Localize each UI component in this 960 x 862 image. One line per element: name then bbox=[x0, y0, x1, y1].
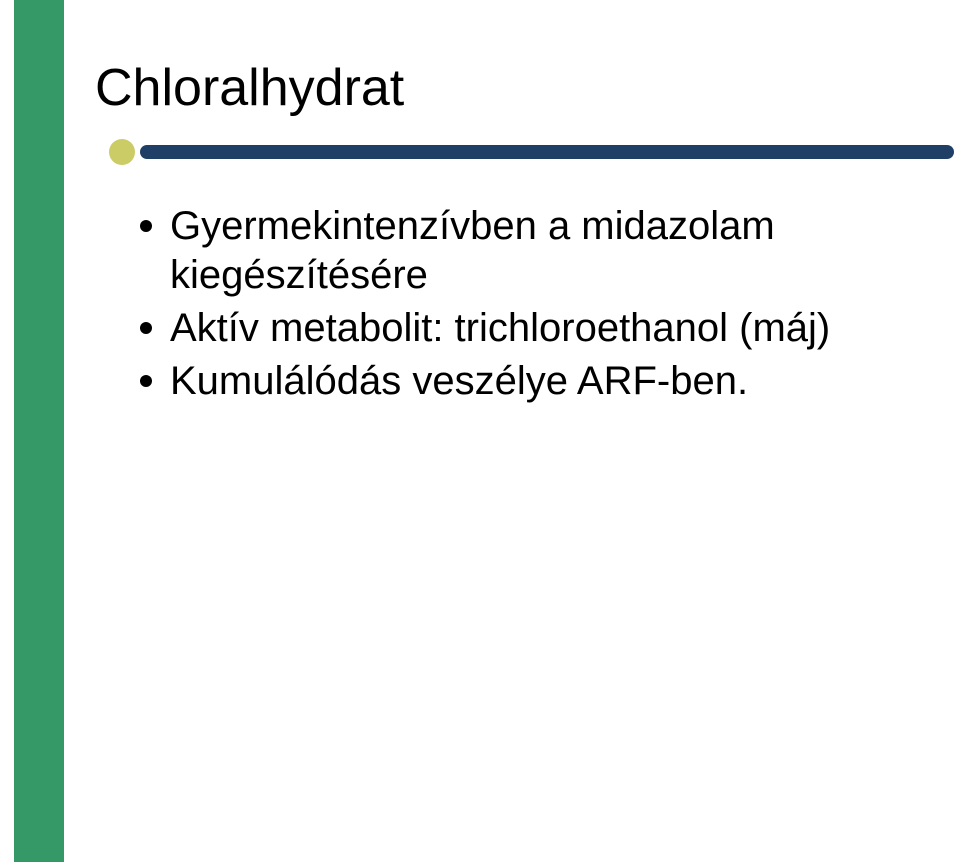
title-underline bbox=[0, 139, 960, 165]
bullet-marker-icon bbox=[140, 375, 152, 387]
bullet-text: Kumulálódás veszélye ARF-ben. bbox=[170, 357, 748, 406]
bullet-text: Aktív metabolit: trichloroethanol (máj) bbox=[170, 304, 830, 353]
bullet-item: Kumulálódás veszélye ARF-ben. bbox=[140, 357, 900, 406]
bullet-item: Gyermekintenzívben a midazolam kiegészít… bbox=[140, 202, 900, 300]
bullet-item: Aktív metabolit: trichloroethanol (máj) bbox=[140, 304, 900, 353]
slide-title: Chloralhydrat bbox=[95, 58, 404, 118]
bullet-text: Gyermekintenzívben a midazolam kiegészít… bbox=[170, 202, 900, 300]
slide: Chloralhydrat Gyermekintenzívben a midaz… bbox=[0, 0, 960, 862]
bullet-marker-icon bbox=[140, 322, 152, 334]
left-accent-stripe bbox=[14, 0, 64, 862]
underline-bar bbox=[140, 145, 954, 159]
bullet-marker-icon bbox=[140, 220, 152, 232]
underline-dot-icon bbox=[109, 139, 135, 165]
bullet-list: Gyermekintenzívben a midazolam kiegészít… bbox=[140, 202, 900, 406]
